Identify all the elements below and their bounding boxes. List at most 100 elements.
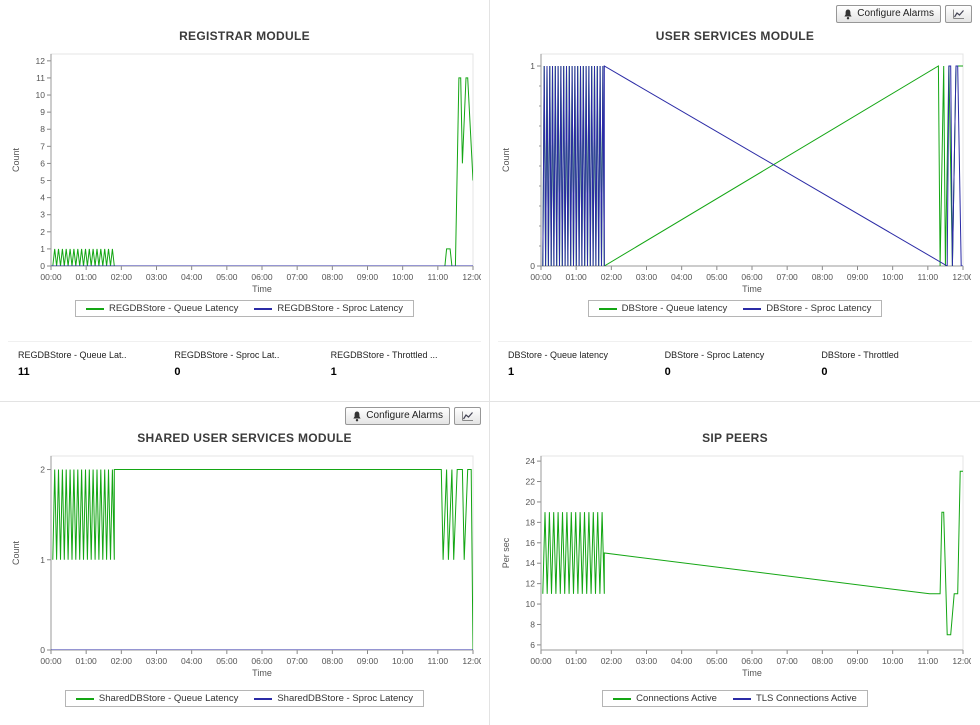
series-label: REGDBStore - Sproc Latency — [277, 303, 404, 314]
configure-alarms-button[interactable]: Configure Alarms — [345, 407, 450, 425]
svg-text:12:00: 12:00 — [462, 272, 481, 282]
svg-text:04:00: 04:00 — [671, 272, 693, 282]
legend-row: Connections Active TLS Connections Activ… — [498, 690, 972, 707]
svg-text:03:00: 03:00 — [145, 272, 167, 282]
stat-label: REGDBStore - Throttled ... — [330, 350, 438, 360]
series-color-swatch — [613, 697, 632, 700]
stats-row: DBStore - Queue latency 1 DBStore - Spro… — [498, 341, 972, 378]
chart-legend: DBStore - Queue latency DBStore - Sproc … — [587, 300, 883, 317]
svg-text:02:00: 02:00 — [601, 272, 623, 282]
configure-alarms-button[interactable]: Configure Alarms — [836, 5, 941, 23]
chart-export-button[interactable] — [945, 5, 972, 23]
svg-text:12: 12 — [526, 579, 536, 589]
svg-text:11:00: 11:00 — [918, 272, 939, 282]
svg-text:11:00: 11:00 — [918, 656, 939, 666]
legend-row: SharedDBStore - Queue Latency SharedDBSt… — [8, 690, 481, 707]
svg-text:Time: Time — [742, 284, 762, 294]
svg-text:04:00: 04:00 — [671, 656, 693, 666]
chart-export-button[interactable] — [454, 407, 481, 425]
svg-text:01:00: 01:00 — [75, 272, 97, 282]
chart-legend: REGDBStore - Queue Latency REGDBStore - … — [74, 300, 415, 317]
series-color-swatch — [75, 697, 94, 700]
stat-value: 1 — [330, 366, 337, 378]
page-title-shared-user-services: SHARED USER SERVICES MODULE — [137, 431, 352, 445]
series-label: DBStore - Sproc Latency — [766, 303, 872, 314]
panel-header: REGISTRAR MODULE — [8, 0, 481, 46]
svg-text:Time: Time — [252, 668, 272, 678]
svg-text:10:00: 10:00 — [392, 656, 414, 666]
legend-item: TLS Connections Active — [732, 693, 857, 704]
legend-item: REGDBStore - Queue Latency — [85, 303, 238, 314]
svg-text:06:00: 06:00 — [741, 272, 763, 282]
chart-legend: Connections Active TLS Connections Activ… — [602, 690, 868, 707]
stat-value: 0 — [174, 366, 181, 378]
svg-text:00:00: 00:00 — [40, 656, 62, 666]
svg-text:03:00: 03:00 — [636, 272, 658, 282]
stat-label: DBStore - Throttled — [821, 350, 899, 360]
svg-text:02:00: 02:00 — [601, 656, 623, 666]
legend-row: DBStore - Queue latency DBStore - Sproc … — [498, 300, 972, 317]
svg-text:1: 1 — [40, 555, 45, 565]
svg-text:0: 0 — [530, 261, 535, 271]
svg-text:05:00: 05:00 — [706, 272, 728, 282]
svg-text:0: 0 — [40, 645, 45, 655]
svg-text:Per sec: Per sec — [501, 537, 511, 568]
svg-text:07:00: 07:00 — [286, 656, 308, 666]
svg-text:10:00: 10:00 — [882, 272, 904, 282]
svg-text:Time: Time — [252, 284, 272, 294]
stat-value: 0 — [821, 366, 828, 378]
line-chart-icon — [952, 9, 965, 20]
svg-text:02:00: 02:00 — [110, 656, 132, 666]
series-color-swatch — [85, 307, 104, 310]
panel-shared-user-services-module: Configure Alarms SHARED USER SERVICES MO… — [0, 402, 490, 725]
legend-item: Connections Active — [613, 693, 717, 704]
stat-label: DBStore - Sproc Latency — [664, 350, 765, 360]
shared-user-services-line-chart: 0 1 2 00:00 01:00 02:00 03:00 04:00 05:00 06:00 07… — [11, 455, 481, 678]
svg-text:02:00: 02:00 — [110, 272, 132, 282]
svg-text:1: 1 — [530, 61, 535, 71]
svg-text:09:00: 09:00 — [847, 656, 869, 666]
svg-text:05:00: 05:00 — [706, 656, 728, 666]
legend-item: DBStore - Queue latency — [598, 303, 728, 314]
svg-text:04:00: 04:00 — [181, 656, 203, 666]
svg-text:16: 16 — [526, 538, 536, 548]
svg-text:14: 14 — [526, 558, 536, 568]
svg-text:03:00: 03:00 — [145, 656, 167, 666]
svg-text:Count: Count — [501, 148, 511, 173]
stat-item: REGDBStore - Sproc Lat.. 0 — [166, 350, 322, 378]
svg-text:09:00: 09:00 — [356, 272, 378, 282]
svg-text:01:00: 01:00 — [566, 272, 588, 282]
stats-row: REGDBStore - Queue Lat.. 11 REGDBStore -… — [8, 341, 481, 378]
legend-item: REGDBStore - Sproc Latency — [254, 303, 403, 314]
line-chart-icon — [461, 411, 474, 422]
series-label: DBStore - Queue latency — [621, 303, 728, 314]
svg-text:Count: Count — [11, 541, 21, 566]
stat-item: DBStore - Queue latency 1 — [500, 350, 657, 378]
svg-text:11: 11 — [36, 73, 45, 83]
svg-text:6: 6 — [530, 640, 535, 650]
svg-text:01:00: 01:00 — [566, 656, 588, 666]
svg-text:10:00: 10:00 — [392, 272, 414, 282]
svg-text:2: 2 — [40, 465, 45, 475]
stat-item: DBStore - Sproc Latency 0 — [657, 350, 814, 378]
svg-text:8: 8 — [40, 124, 45, 134]
svg-text:08:00: 08:00 — [812, 272, 834, 282]
svg-text:10: 10 — [35, 90, 45, 100]
svg-text:08:00: 08:00 — [321, 656, 343, 666]
series-color-swatch — [254, 307, 273, 310]
series-color-swatch — [732, 697, 751, 700]
svg-text:10: 10 — [526, 599, 536, 609]
svg-text:5: 5 — [40, 176, 45, 186]
svg-text:7: 7 — [40, 141, 45, 151]
svg-text:05:00: 05:00 — [216, 272, 238, 282]
configure-alarms-label: Configure Alarms — [857, 8, 934, 19]
series-color-swatch — [254, 697, 273, 700]
series-label: SharedDBStore - Queue Latency — [98, 693, 239, 704]
chart-legend: SharedDBStore - Queue Latency SharedDBSt… — [64, 690, 425, 707]
series-color-swatch — [598, 307, 617, 310]
page-title-user-services: USER SERVICES MODULE — [655, 29, 815, 43]
svg-text:11:00: 11:00 — [427, 272, 448, 282]
svg-text:00:00: 00:00 — [530, 272, 552, 282]
panel-toolbar: Configure Alarms — [345, 407, 481, 425]
